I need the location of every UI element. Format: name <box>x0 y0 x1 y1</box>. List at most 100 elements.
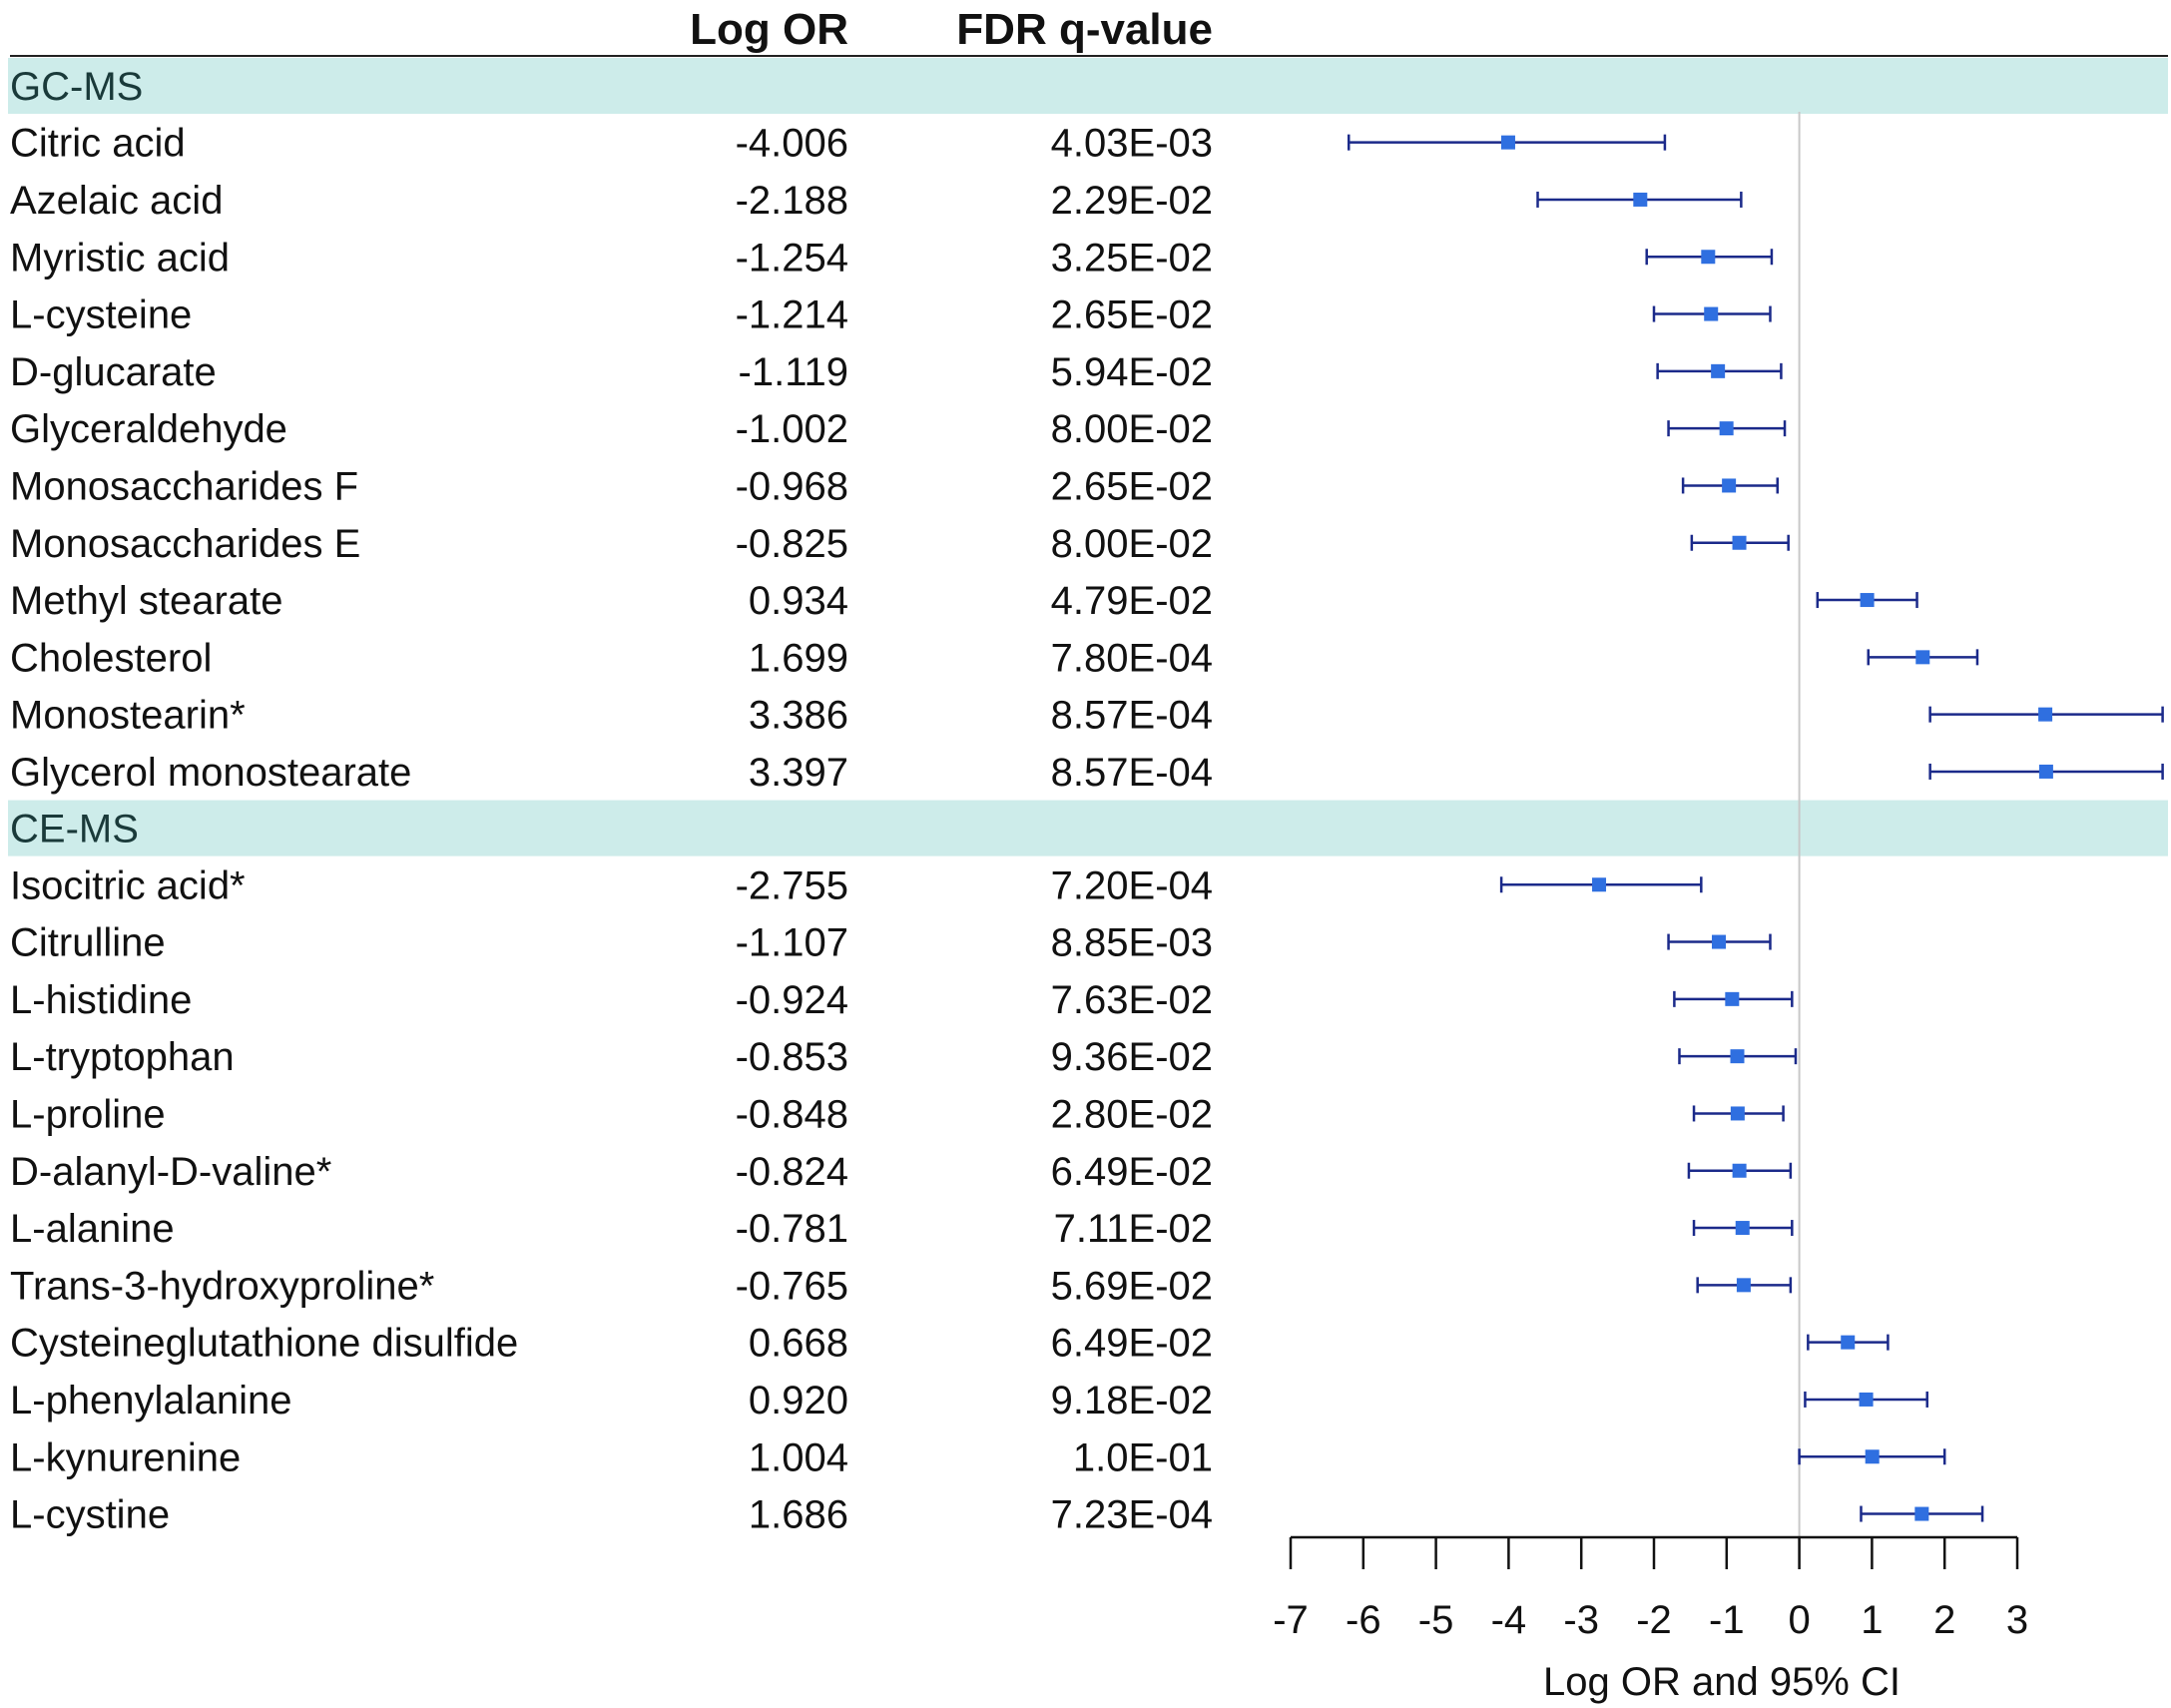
x-tick-label: -4 <box>1491 1598 1527 1642</box>
point-estimate-marker <box>1841 1335 1856 1350</box>
metabolite-label: Glycerol monostearate <box>10 751 411 795</box>
fdr-q-value: 7.20E-04 <box>1051 863 1213 907</box>
point-estimate-marker <box>1633 192 1648 207</box>
metabolite-label: D-glucarate <box>10 350 217 394</box>
x-axis: -7 -6 -5 -4 -3 -2 -1 0 1 2 3 Log OR and 95% CI <box>1273 1535 2028 1704</box>
point-estimate-marker <box>1725 991 1740 1006</box>
table-row: D-alanyl-D-valine* -0.824 6.49E-02 <box>10 1150 1213 1194</box>
ci-marker-monosaccharides-f <box>1681 477 1780 494</box>
x-tick-label: 0 <box>1788 1598 1810 1642</box>
fdr-q-value: 7.23E-04 <box>1051 1493 1213 1537</box>
point-estimate-marker <box>1736 1278 1751 1293</box>
x-tick-label: 2 <box>1933 1598 1955 1642</box>
log-or-value: -0.825 <box>736 522 848 566</box>
log-or-value: 1.004 <box>749 1435 848 1479</box>
ci-marker-d-alanyl-d-valine <box>1687 1162 1793 1179</box>
table-row: L-histidine -0.924 7.63E-02 <box>10 978 1213 1022</box>
log-or-value: -1.214 <box>736 293 848 337</box>
point-estimate-marker <box>1592 877 1607 892</box>
ci-marker-d-glucarate <box>1656 362 1783 379</box>
x-tick-label: -6 <box>1346 1598 1381 1642</box>
ci-marker-citric-acid <box>1347 134 1667 151</box>
ci-marker-methyl-stearate <box>1816 592 1918 609</box>
fdr-q-value: 8.57E-04 <box>1051 751 1213 795</box>
metabolite-label: L-phenylalanine <box>10 1379 291 1423</box>
metabolite-label: Citrulline <box>10 921 166 965</box>
metabolite-label: Myristic acid <box>10 236 230 280</box>
section-band-ce-ms <box>8 800 2168 856</box>
section-bands: GC-MS CE-MS <box>8 58 2168 856</box>
metabolite-label: Citric acid <box>10 122 186 166</box>
fdr-q-value: 2.29E-02 <box>1051 179 1213 223</box>
table-row: D-glucarate -1.119 5.94E-02 <box>10 350 1213 394</box>
point-estimate-marker <box>1865 1449 1880 1464</box>
ci-marker-monostearin <box>1928 706 2164 723</box>
log-or-value: 0.934 <box>749 579 848 623</box>
ci-marker-glycerol-monostearate <box>1928 763 2164 780</box>
column-header-fdr-q-value: FDR q-value <box>956 5 1213 54</box>
metabolite-label: Monostearin* <box>10 694 246 738</box>
metabolite-label: L-cystine <box>10 1493 170 1537</box>
metabolite-label: L-cysteine <box>10 293 192 337</box>
ci-marker-l-proline <box>1692 1105 1785 1122</box>
ci-marker-l-cystine <box>1860 1505 1984 1522</box>
point-estimate-marker <box>1711 363 1726 378</box>
ci-marker-l-phenylalanine <box>1804 1391 1928 1408</box>
table-row: Citric acid -4.006 4.03E-03 <box>10 122 1213 166</box>
x-axis-label: Log OR and 95% CI <box>1543 1660 1900 1704</box>
ci-marker-l-kynurenine <box>1798 1448 1946 1465</box>
x-tick-label: 1 <box>1861 1598 1883 1642</box>
table-row: Trans-3-hydroxyproline* -0.765 5.69E-02 <box>10 1264 1213 1308</box>
table-row: Cholesterol 1.699 7.80E-04 <box>10 636 1213 680</box>
log-or-value: -1.119 <box>739 350 848 394</box>
table-row: L-cystine 1.686 7.23E-04 <box>10 1493 1213 1537</box>
fdr-q-value: 5.69E-02 <box>1051 1264 1213 1308</box>
ci-marker-l-histidine <box>1673 990 1794 1007</box>
point-estimate-marker <box>1500 135 1515 150</box>
log-or-value: -0.968 <box>736 464 848 508</box>
table-row: Monosaccharides E -0.825 8.00E-02 <box>10 522 1213 566</box>
table-row: Glyceraldehyde -1.002 8.00E-02 <box>10 407 1213 451</box>
log-or-value: -1.002 <box>736 407 848 451</box>
fdr-q-value: 6.49E-02 <box>1051 1322 1213 1366</box>
table-row: Myristic acid -1.254 3.25E-02 <box>10 236 1213 280</box>
point-estimate-marker <box>1860 593 1875 608</box>
log-or-value: -0.781 <box>736 1207 848 1251</box>
log-or-value: 3.397 <box>749 751 848 795</box>
fdr-q-value: 8.85E-03 <box>1051 921 1213 965</box>
point-estimate-marker <box>1735 1221 1750 1236</box>
fdr-q-value: 8.00E-02 <box>1051 407 1213 451</box>
metabolite-label: L-tryptophan <box>10 1035 235 1079</box>
x-tick-label: 3 <box>2006 1598 2028 1642</box>
ci-marker-cysteineglutathione-disulfide <box>1807 1334 1890 1351</box>
log-or-value: 1.699 <box>749 636 848 680</box>
table-row: Cysteineglutathione disulfide 0.668 6.49E-… <box>10 1322 1213 1366</box>
log-or-value: -0.824 <box>736 1150 848 1194</box>
x-tick-label: -5 <box>1418 1598 1454 1642</box>
point-estimate-marker <box>2038 764 2053 779</box>
point-estimate-marker <box>1730 1049 1745 1064</box>
point-estimate-marker <box>1722 478 1737 493</box>
x-tick-label: -3 <box>1563 1598 1599 1642</box>
point-estimate-marker <box>1732 1163 1747 1178</box>
point-estimate-marker <box>1712 934 1727 949</box>
table-row: L-proline -0.848 2.80E-02 <box>10 1092 1213 1136</box>
x-tick-label: -7 <box>1273 1598 1309 1642</box>
ci-marker-myristic-acid <box>1645 249 1774 266</box>
x-tick-label: -2 <box>1636 1598 1672 1642</box>
table-row: Citrulline -1.107 8.85E-03 <box>10 921 1213 965</box>
table-rows: Citric acid -4.006 4.03E-03 Azelaic acid -2.… <box>10 122 1213 1537</box>
table-row: L-alanine -0.781 7.11E-02 <box>10 1207 1213 1251</box>
table-row: L-cysteine -1.214 2.65E-02 <box>10 293 1213 337</box>
metabolite-label: Monosaccharides E <box>10 522 360 566</box>
fdr-q-value: 7.63E-02 <box>1051 978 1213 1022</box>
fdr-q-value: 4.03E-03 <box>1051 122 1213 166</box>
fdr-q-value: 3.25E-02 <box>1051 236 1213 280</box>
metabolite-label: L-kynurenine <box>10 1435 241 1479</box>
fdr-q-value: 1.0E-01 <box>1073 1435 1213 1479</box>
metabolite-label: D-alanyl-D-valine* <box>10 1150 331 1194</box>
ci-marker-l-cysteine <box>1652 305 1772 322</box>
table-row: Glycerol monostearate 3.397 8.57E-04 <box>10 751 1213 795</box>
metabolite-label: Methyl stearate <box>10 579 282 623</box>
table-header: Log OR FDR q-value <box>10 5 2168 57</box>
